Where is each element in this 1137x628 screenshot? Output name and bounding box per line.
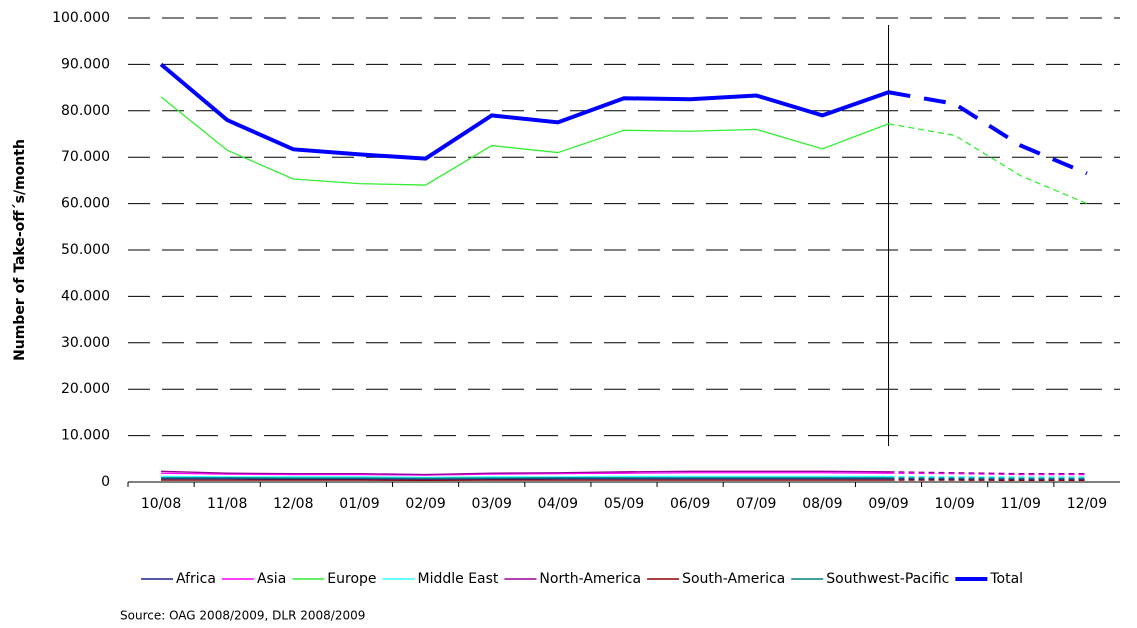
y-tick-label: 70.000 bbox=[61, 149, 110, 165]
x-tick-label: 01/09 bbox=[339, 496, 379, 512]
y-tick-label: 10.000 bbox=[61, 428, 110, 444]
x-tick-label: 12/08 bbox=[273, 496, 313, 512]
series-line bbox=[161, 470, 889, 476]
series-line bbox=[888, 90, 1088, 176]
legend-label: Southwest-Pacific bbox=[826, 571, 949, 587]
legend-label: Asia bbox=[257, 571, 286, 587]
series-line bbox=[161, 475, 889, 479]
x-tick-label: 09/09 bbox=[868, 496, 908, 512]
legend-label: Total bbox=[989, 571, 1023, 587]
x-tick-label: 11/08 bbox=[207, 496, 247, 512]
y-tick-label: 90.000 bbox=[61, 56, 110, 72]
y-tick-label: 100.000 bbox=[52, 10, 110, 26]
series-line bbox=[161, 472, 889, 476]
x-tick-label: 08/09 bbox=[802, 496, 842, 512]
y-tick-label: 40.000 bbox=[61, 288, 110, 304]
series-line bbox=[888, 472, 1087, 476]
y-tick-label: 50.000 bbox=[61, 242, 110, 258]
y-tick-label: 0 bbox=[101, 474, 110, 490]
x-tick-label: 02/09 bbox=[405, 496, 445, 512]
series-line bbox=[159, 62, 890, 161]
y-tick-label: 80.000 bbox=[61, 103, 110, 119]
x-tick-label: 12/09 bbox=[1067, 496, 1107, 512]
x-tick-label: 10/09 bbox=[934, 496, 974, 512]
y-axis-label: Number of Take-off´s/month bbox=[12, 139, 28, 361]
x-tick-label: 03/09 bbox=[472, 496, 512, 512]
y-tick-label: 20.000 bbox=[61, 381, 110, 397]
series-line bbox=[888, 123, 1088, 205]
series-line bbox=[888, 471, 1087, 475]
series-line bbox=[160, 96, 889, 186]
y-tick-label: 60.000 bbox=[61, 196, 110, 212]
legend-label: Middle East bbox=[418, 571, 499, 587]
x-tick-label: 04/09 bbox=[538, 496, 578, 512]
legend-label: Africa bbox=[176, 571, 216, 587]
x-tick-label: 05/09 bbox=[604, 496, 644, 512]
legend-label: North-America bbox=[539, 571, 641, 587]
legend-label: Europe bbox=[327, 571, 376, 587]
x-tick-label: 07/09 bbox=[736, 496, 776, 512]
x-tick-label: 11/09 bbox=[1001, 496, 1041, 512]
legend-label: South-America bbox=[682, 571, 785, 587]
source: Source: OAG 2008/2009, DLR 2008/2009 bbox=[120, 609, 365, 623]
x-tick-label: 06/09 bbox=[670, 496, 710, 512]
y-tick-label: 30.000 bbox=[61, 335, 110, 351]
x-tick-label: 10/08 bbox=[141, 496, 181, 512]
